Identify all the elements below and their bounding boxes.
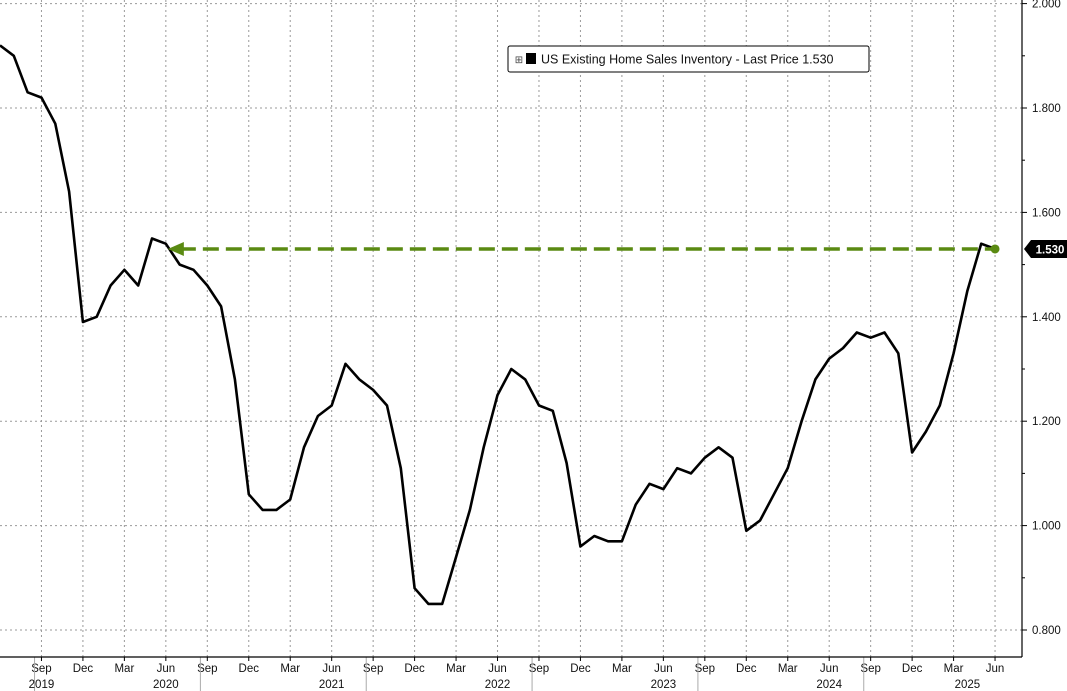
x-tick-label: Dec bbox=[239, 663, 260, 675]
x-tick-label: Sep bbox=[860, 663, 880, 675]
expand-icon[interactable]: ⊞ bbox=[515, 55, 523, 66]
series-line bbox=[0, 44, 996, 606]
y-tick-label: 1.200 bbox=[1032, 416, 1061, 428]
x-tick-label: Jun bbox=[322, 663, 341, 675]
legend-label: US Existing Home Sales Inventory - Last … bbox=[541, 53, 834, 67]
x-tick-label: Mar bbox=[446, 663, 466, 675]
x-tick-label: Mar bbox=[280, 663, 300, 675]
x-tick-label: Jun bbox=[820, 663, 839, 675]
y-tick-label: 2.000 bbox=[1032, 0, 1061, 11]
y-axis: 2.000 1.800 1.600 1.400 1.200 1.000 0.800 bbox=[1021, 0, 1061, 657]
legend[interactable]: ⊞ US Existing Home Sales Inventory - Last… bbox=[507, 45, 870, 73]
x-tick-label: Mar bbox=[778, 663, 798, 675]
y-tick-label: 1.800 bbox=[1032, 103, 1061, 115]
y-tick-label: 1.600 bbox=[1032, 207, 1061, 219]
last-value-badge-shape bbox=[1024, 239, 1067, 258]
x-tick-label: Sep bbox=[695, 663, 715, 675]
reference-line-layer bbox=[167, 241, 1000, 256]
x-year-label: 2019 bbox=[29, 679, 55, 691]
y-tick-label: 1.400 bbox=[1032, 312, 1061, 324]
x-year-label: 2021 bbox=[319, 679, 345, 691]
x-tick-label: Sep bbox=[31, 663, 51, 675]
x-year-label: 2023 bbox=[651, 679, 677, 691]
x-tick-label: Jun bbox=[157, 663, 176, 675]
x-tick-label: Mar bbox=[612, 663, 632, 675]
x-tick-label: Dec bbox=[73, 663, 94, 675]
gridlines bbox=[0, 0, 1022, 657]
x-tick-label: Mar bbox=[944, 663, 964, 675]
x-tick-label: Mar bbox=[114, 663, 134, 675]
x-year-label: 2022 bbox=[485, 679, 511, 691]
reference-arrowhead bbox=[167, 241, 184, 256]
x-tick-label: Dec bbox=[902, 663, 923, 675]
last-value-badge: 1.530 bbox=[1024, 239, 1067, 258]
x-axis: Sep Dec Mar Jun Sep Dec Mar Jun Sep Dec Mar Jun Sep D… bbox=[0, 656, 1022, 691]
y-tick-label: 1.000 bbox=[1032, 521, 1061, 533]
x-tick-label: Dec bbox=[736, 663, 757, 675]
x-tick-label: Dec bbox=[404, 663, 425, 675]
x-tick-label: Sep bbox=[529, 663, 549, 675]
series-layer bbox=[0, 44, 996, 606]
legend-box bbox=[507, 45, 870, 73]
x-tick-label: Jun bbox=[488, 663, 507, 675]
x-year-label: 2020 bbox=[153, 679, 179, 691]
legend-swatch bbox=[526, 53, 536, 64]
x-year-label: 2024 bbox=[816, 679, 842, 691]
x-tick-label: Sep bbox=[363, 663, 383, 675]
y-tick-label: 0.800 bbox=[1032, 625, 1061, 637]
x-tick-label: Dec bbox=[570, 663, 591, 675]
x-tick-label: Sep bbox=[197, 663, 217, 675]
reference-endpoint-dot bbox=[990, 244, 1000, 254]
x-tick-label: Jun bbox=[654, 663, 673, 675]
x-year-label: 2025 bbox=[955, 679, 981, 691]
last-value-badge-text: 1.530 bbox=[1036, 244, 1065, 256]
x-tick-label: Jun bbox=[986, 663, 1005, 675]
